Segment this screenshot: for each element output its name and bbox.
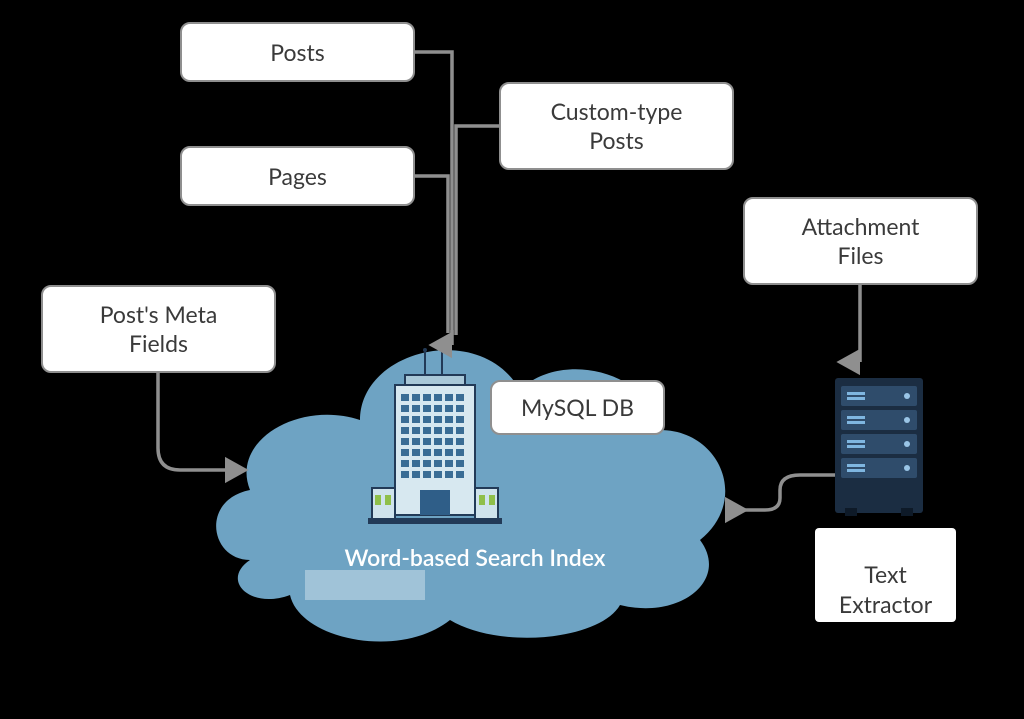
node-attachments-label: Attachment Files	[802, 212, 920, 270]
server-caption-text: Text Extractor	[839, 560, 932, 618]
edge-meta	[158, 373, 225, 470]
edge-posts	[415, 52, 452, 335]
cloud-label: Word-based Search Index	[275, 543, 675, 571]
cloud-label-text: Word-based Search Index	[344, 543, 605, 571]
server-caption: Text Extractor	[815, 528, 956, 622]
edge-customposts	[456, 126, 499, 335]
node-mysql-label: MySQL DB	[521, 393, 634, 422]
node-attachments: Attachment Files	[743, 197, 978, 285]
node-posts-label: Posts	[270, 38, 324, 67]
node-custom-posts: Custom-type Posts	[499, 82, 734, 170]
edge-pages	[415, 176, 448, 333]
edge-server	[725, 475, 835, 510]
node-pages: Pages	[180, 146, 415, 206]
building-icon	[368, 344, 502, 524]
node-custom-posts-label: Custom-type Posts	[551, 97, 683, 155]
node-posts: Posts	[180, 22, 415, 82]
server-icon	[835, 378, 923, 516]
node-mysql: MySQL DB	[490, 380, 665, 435]
node-meta-fields-label: Post's Meta Fields	[100, 300, 218, 358]
node-meta-fields: Post's Meta Fields	[41, 285, 276, 373]
node-pages-label: Pages	[268, 162, 327, 191]
